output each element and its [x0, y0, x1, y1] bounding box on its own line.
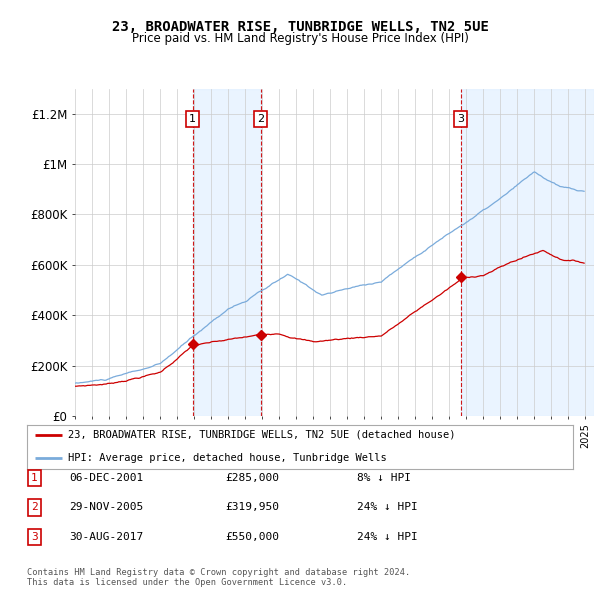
Text: 1: 1 — [31, 473, 38, 483]
Text: £550,000: £550,000 — [225, 532, 279, 542]
Bar — [461, 88, 594, 416]
Text: 2: 2 — [257, 114, 264, 124]
Text: 8% ↓ HPI: 8% ↓ HPI — [357, 473, 411, 483]
Text: 3: 3 — [31, 532, 38, 542]
Bar — [193, 88, 260, 416]
Text: 3: 3 — [457, 114, 464, 124]
Text: 23, BROADWATER RISE, TUNBRIDGE WELLS, TN2 5UE: 23, BROADWATER RISE, TUNBRIDGE WELLS, TN… — [112, 20, 488, 34]
Text: 23, BROADWATER RISE, TUNBRIDGE WELLS, TN2 5UE (detached house): 23, BROADWATER RISE, TUNBRIDGE WELLS, TN… — [68, 430, 455, 440]
Text: 29-NOV-2005: 29-NOV-2005 — [69, 503, 143, 512]
Text: 06-DEC-2001: 06-DEC-2001 — [69, 473, 143, 483]
Text: £285,000: £285,000 — [225, 473, 279, 483]
Text: 2: 2 — [31, 503, 38, 512]
Text: Contains HM Land Registry data © Crown copyright and database right 2024.
This d: Contains HM Land Registry data © Crown c… — [27, 568, 410, 587]
Text: HPI: Average price, detached house, Tunbridge Wells: HPI: Average price, detached house, Tunb… — [68, 453, 387, 463]
Text: 30-AUG-2017: 30-AUG-2017 — [69, 532, 143, 542]
Text: £319,950: £319,950 — [225, 503, 279, 512]
Text: 24% ↓ HPI: 24% ↓ HPI — [357, 532, 418, 542]
Text: 1: 1 — [189, 114, 196, 124]
Text: Price paid vs. HM Land Registry's House Price Index (HPI): Price paid vs. HM Land Registry's House … — [131, 32, 469, 45]
Text: 24% ↓ HPI: 24% ↓ HPI — [357, 503, 418, 512]
